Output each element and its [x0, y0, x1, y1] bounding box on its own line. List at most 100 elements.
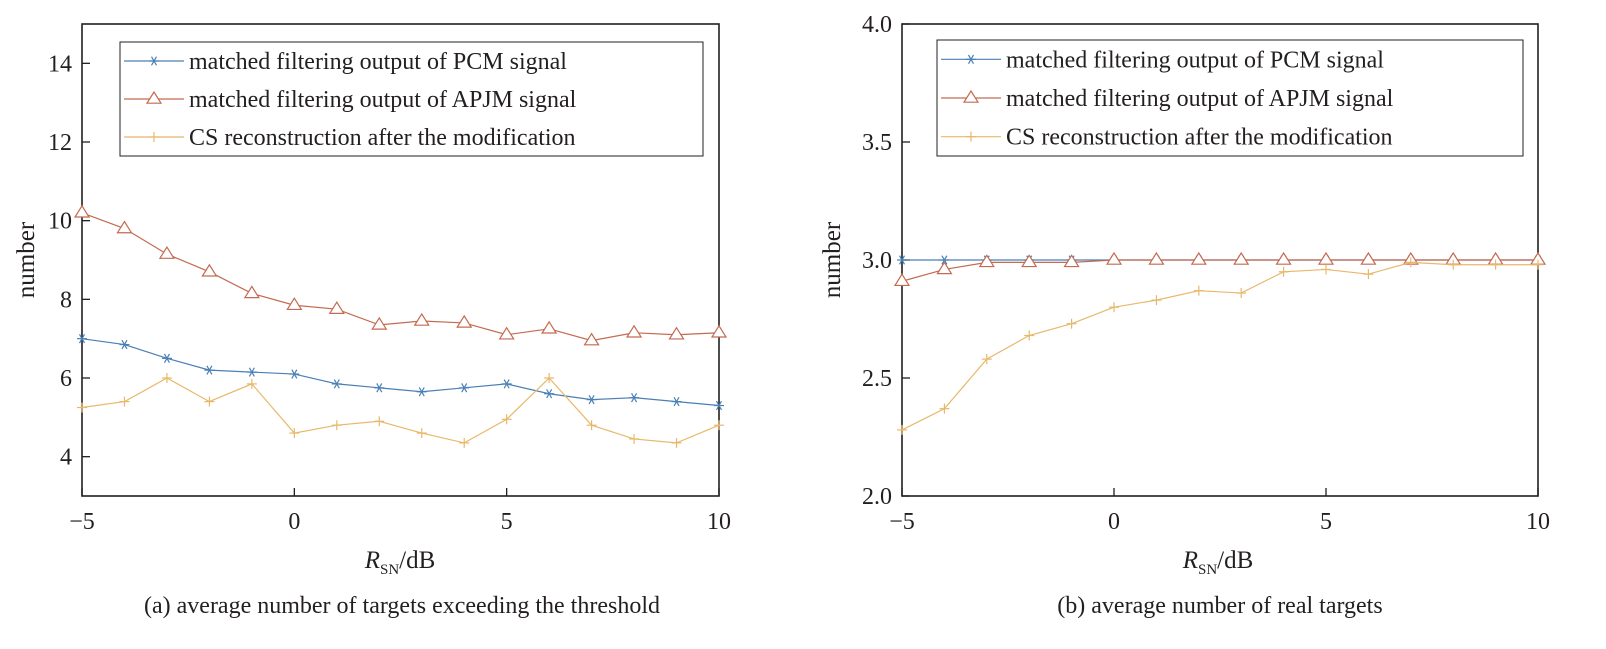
data-point-asterisk — [544, 389, 555, 399]
data-point-plus — [161, 373, 172, 383]
data-point-plus — [1405, 257, 1416, 268]
data-point-plus — [1321, 264, 1331, 275]
data-point-plus — [289, 428, 300, 439]
series-line — [901, 261, 1538, 431]
legend-item: matched filtering output of APJM signal — [941, 86, 1394, 112]
data-point-plus — [586, 420, 597, 431]
x-axis-label: RSN/dB — [364, 547, 436, 578]
data-point-asterisk — [897, 255, 907, 265]
data-point-plus — [939, 403, 950, 414]
data-point-plus — [1193, 285, 1204, 296]
x-tick-label: 5 — [1320, 509, 1332, 535]
data-point-triangle — [1275, 251, 1292, 265]
data-point-plus — [714, 420, 724, 431]
legend: matched filtering output of PCM signal ma… — [936, 39, 1524, 157]
legend-label: matched filtering output of PCM signal — [189, 49, 567, 75]
data-point-plus — [77, 402, 87, 413]
data-point-plus — [416, 428, 427, 439]
y-tick-label: 10 — [48, 209, 72, 235]
data-point-triangle — [456, 314, 473, 328]
data-point-plus — [246, 378, 257, 389]
data-point-triangle — [962, 89, 980, 103]
data-point-asterisk — [204, 365, 215, 375]
figure-caption: (b) average number of real targets — [1057, 593, 1382, 619]
series-line — [81, 338, 720, 407]
legend-label: matched filtering output of APJM signal — [189, 87, 577, 113]
y-axis-label: number — [819, 221, 846, 298]
data-point-plus — [331, 420, 342, 431]
data-point-plus — [629, 433, 640, 444]
data-point-plus — [1490, 259, 1501, 270]
data-point-triangle — [201, 263, 218, 277]
x-tick-label: 5 — [501, 509, 513, 535]
legend-label: matched filtering output of APJM signal — [1006, 86, 1394, 112]
series-triangle — [893, 251, 1547, 287]
data-point-asterisk — [459, 383, 470, 393]
data-point-plus — [459, 437, 470, 448]
legend-box — [936, 39, 1524, 157]
data-point-triangle — [1317, 251, 1335, 265]
data-point-triangle — [243, 285, 260, 299]
x-axis-label: RSN/dB — [1182, 547, 1254, 578]
series-asterisk — [77, 334, 724, 411]
data-point-triangle — [936, 261, 953, 275]
data-point-plus — [1151, 295, 1162, 306]
data-point-asterisk — [149, 56, 159, 66]
data-point-asterisk — [966, 54, 976, 64]
figure-caption: (a) average number of targets exceeding … — [144, 593, 660, 619]
data-point-plus — [981, 354, 992, 365]
data-point-triangle — [583, 332, 600, 346]
data-point-plus — [119, 396, 130, 407]
data-point-triangle — [668, 326, 685, 340]
x-tick-label: 0 — [1108, 509, 1120, 535]
data-point-plus — [149, 132, 159, 142]
data-point-triangle — [1148, 251, 1165, 265]
data-point-triangle — [625, 324, 643, 338]
data-point-asterisk — [714, 400, 724, 411]
data-point-plus — [501, 414, 512, 425]
data-point-asterisk — [161, 353, 172, 363]
legend-box — [119, 41, 704, 157]
x-tick-label: −5 — [889, 509, 915, 535]
data-point-triangle — [1105, 251, 1123, 265]
data-point-asterisk — [119, 339, 130, 350]
legend: matched filtering output of PCM signal ma… — [119, 41, 704, 157]
y-tick-label: 4.0 — [862, 12, 892, 38]
y-tick-label: 3.5 — [862, 130, 892, 156]
x-tick-label: 0 — [288, 509, 300, 535]
data-point-plus — [897, 424, 907, 435]
legend-label: CS reconstruction after the modification — [1006, 125, 1393, 151]
data-point-plus — [204, 396, 215, 407]
y-tick-label: 4 — [60, 445, 72, 471]
series-triangle — [73, 204, 728, 346]
legend-item: CS reconstruction after the modification — [941, 125, 1393, 151]
data-point-triangle — [541, 320, 558, 334]
data-point-plus — [1066, 318, 1077, 329]
y-axis-label: number — [13, 221, 40, 298]
data-point-plus — [1024, 330, 1035, 341]
x-tick-label: 10 — [1526, 509, 1550, 535]
plot-frame — [81, 23, 720, 497]
chart-panel-b: 2.0 2.5 3.0 3.5 4.0 −5 0 5 10 number RSN/dB (b) ave… — [819, 12, 1550, 619]
data-point-asterisk — [501, 379, 512, 389]
series-line — [81, 212, 720, 342]
data-point-plus — [1448, 259, 1459, 270]
x-tick-label: −5 — [69, 509, 95, 535]
data-point-asterisk — [629, 393, 640, 403]
data-point-triangle — [893, 273, 911, 287]
data-point-plus — [1363, 269, 1374, 280]
data-point-asterisk — [331, 379, 342, 389]
series-line — [81, 377, 720, 444]
data-point-asterisk — [374, 383, 385, 393]
data-point-triangle — [710, 324, 728, 338]
data-point-plus — [671, 437, 682, 448]
series-plus — [897, 257, 1543, 435]
data-point-plus — [1533, 259, 1543, 270]
x-tick-label: 10 — [707, 509, 731, 535]
data-point-plus — [544, 373, 555, 383]
y-tick-label: 12 — [48, 130, 72, 156]
y-tick-label: 8 — [60, 287, 72, 313]
y-tick-label: 3.0 — [862, 248, 892, 274]
legend-item: matched filtering output of PCM signal — [941, 47, 1384, 73]
